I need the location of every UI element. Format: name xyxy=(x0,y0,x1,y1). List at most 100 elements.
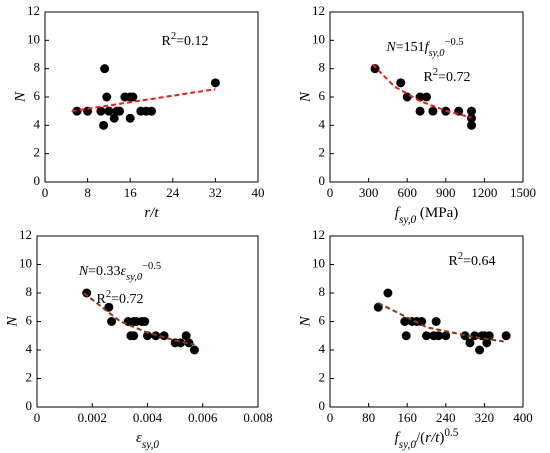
data-point xyxy=(82,288,92,298)
x-tick-label: 320 xyxy=(475,410,495,425)
data-point xyxy=(100,64,110,74)
data-point xyxy=(72,106,82,116)
y-tick-label: 0 xyxy=(34,173,41,188)
data-point xyxy=(99,120,109,130)
data-point xyxy=(109,113,119,123)
y-tick-label: 6 xyxy=(34,88,41,103)
text-part: ) xyxy=(439,430,444,446)
data-point xyxy=(189,345,199,355)
data-point xyxy=(140,317,150,326)
data-point xyxy=(184,338,194,348)
data-point xyxy=(401,331,411,341)
y-tick-label: 4 xyxy=(26,341,33,356)
y-tick-label: 8 xyxy=(319,284,326,299)
text-part: ε xyxy=(121,264,127,279)
x-tick-label: 0 xyxy=(34,410,41,425)
y-tick-label: 10 xyxy=(19,255,32,270)
x-tick-label: 8 xyxy=(84,185,91,200)
text-part: R xyxy=(424,70,434,85)
annotation: R2=0.72 xyxy=(424,67,471,85)
data-point xyxy=(441,331,451,341)
y-tick-label: 0 xyxy=(26,398,33,413)
text-part: sy,0 xyxy=(399,439,417,451)
x-axis-label: εsy,0 xyxy=(136,430,159,450)
y-tick-label: 6 xyxy=(26,312,33,327)
x-tick-label: 300 xyxy=(359,185,379,200)
text-part: 0.5 xyxy=(444,427,458,439)
data-point xyxy=(210,78,220,88)
y-tick-label: 6 xyxy=(319,88,326,103)
fit-line xyxy=(371,63,472,119)
x-tick-label: 0.006 xyxy=(188,410,218,425)
x-axis-label: fsy,0/(r/t)0.5 xyxy=(395,427,459,451)
text-part: R xyxy=(97,292,107,307)
text-part: 2 xyxy=(171,31,176,42)
y-tick-label: 12 xyxy=(27,3,40,18)
y-tick-label: 6 xyxy=(319,312,326,327)
y-tick-label: 2 xyxy=(319,369,326,384)
y-tick-label: 8 xyxy=(319,60,326,75)
x-tick-label: 40 xyxy=(252,185,265,200)
y-axis-label: N xyxy=(4,316,20,328)
x-tick-label: 0 xyxy=(327,185,334,200)
annotation: R2=0.64 xyxy=(449,251,496,269)
data-point xyxy=(370,64,380,74)
text-part: sy,0 xyxy=(399,214,417,226)
x-tick-label: 600 xyxy=(397,185,417,200)
text-part: ε xyxy=(136,430,142,446)
plot-frame xyxy=(44,11,259,183)
data-point xyxy=(467,106,477,116)
y-tick-label: 10 xyxy=(27,31,40,46)
text-part: f xyxy=(425,40,431,55)
data-point xyxy=(147,106,156,116)
text-part: /( xyxy=(416,430,425,446)
text-part: r/t xyxy=(425,430,440,446)
data-point xyxy=(475,345,485,355)
data-point xyxy=(102,92,112,102)
data-point xyxy=(129,331,139,341)
text-part: 2 xyxy=(433,67,438,78)
y-tick-label: 4 xyxy=(319,341,326,356)
y-axis-label: N xyxy=(12,91,28,103)
y-tick-label: 0 xyxy=(319,173,326,188)
x-tick-label: 160 xyxy=(397,410,417,425)
x-axis-label: r/t xyxy=(144,205,159,221)
data-point xyxy=(501,331,511,341)
text-part: f xyxy=(395,205,401,221)
y-tick-label: 10 xyxy=(312,31,325,46)
text-part: f xyxy=(395,430,401,446)
text-part: =0.72 xyxy=(438,70,470,85)
fit-line xyxy=(71,88,216,113)
annotation: R2=0.12 xyxy=(162,31,209,49)
y-tick-label: 4 xyxy=(319,116,326,131)
data-point xyxy=(128,92,138,102)
x-tick-label: 24 xyxy=(166,185,180,200)
fit-line xyxy=(83,292,195,346)
data-point xyxy=(431,317,441,326)
annotation: N=151fsy,0−0.5 xyxy=(385,37,463,59)
data-point xyxy=(181,331,191,341)
text-part: =0.12 xyxy=(176,34,208,49)
y-tick-label: 2 xyxy=(34,145,41,160)
data-point xyxy=(115,106,125,116)
data-point xyxy=(465,338,475,348)
x-tick-label: 32 xyxy=(209,185,222,200)
y-tick-label: 12 xyxy=(312,3,325,18)
text-part: −0.5 xyxy=(445,37,464,48)
data-point xyxy=(422,331,431,341)
text-part: r/t xyxy=(144,205,159,221)
x-tick-label: 0 xyxy=(42,185,49,200)
y-tick-label: 0 xyxy=(319,398,326,413)
data-point xyxy=(482,338,492,348)
data-point xyxy=(434,331,444,341)
text-part: sy,0 xyxy=(126,272,143,283)
data-point xyxy=(396,78,406,88)
x-axis-label: fsy,0 (MPa) xyxy=(395,205,458,225)
data-point xyxy=(400,317,410,326)
data-point xyxy=(143,331,152,341)
text-part: N xyxy=(78,264,89,279)
text-part: R xyxy=(162,34,172,49)
x-tick-label: 1500 xyxy=(510,185,536,200)
x-tick-label: 0 xyxy=(327,410,334,425)
